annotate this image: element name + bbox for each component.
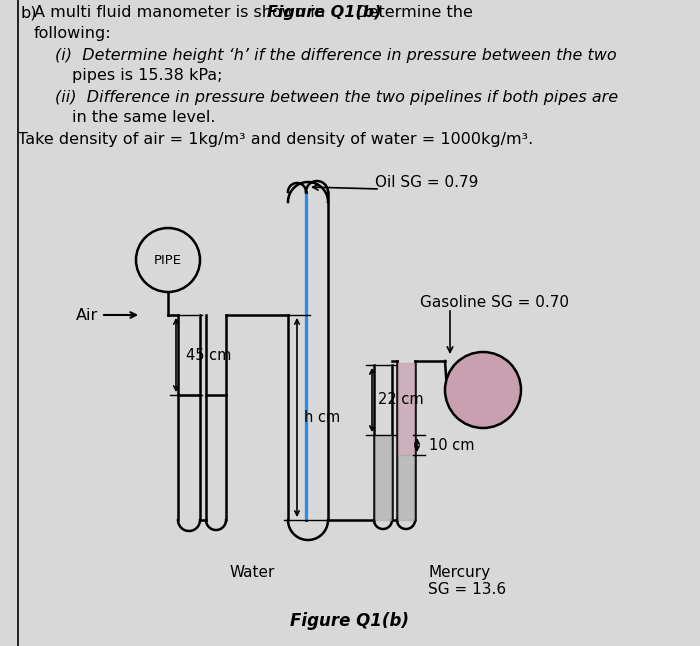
Text: following:: following: [34, 26, 111, 41]
Text: PIPE: PIPE [154, 253, 182, 267]
Text: (ii)  Difference in pressure between the two pipelines if both pipes are: (ii) Difference in pressure between the … [55, 90, 618, 105]
Text: in the same level.: in the same level. [72, 110, 216, 125]
Text: Oil SG = 0.79: Oil SG = 0.79 [375, 175, 478, 190]
Text: b): b) [20, 5, 36, 20]
Polygon shape [398, 455, 414, 520]
Text: h cm: h cm [304, 410, 340, 425]
Polygon shape [375, 435, 391, 520]
Circle shape [445, 352, 521, 428]
Polygon shape [398, 363, 414, 455]
Text: 10 cm: 10 cm [429, 437, 475, 452]
Polygon shape [305, 194, 307, 520]
Text: pipes is 15.38 kPa;: pipes is 15.38 kPa; [72, 68, 223, 83]
Text: Figure Q1(b): Figure Q1(b) [290, 612, 410, 630]
Text: A multi fluid manometer is shown in: A multi fluid manometer is shown in [34, 5, 330, 20]
Text: SG = 13.6: SG = 13.6 [428, 582, 506, 597]
Text: Take density of air = 1kg/m³ and density of water = 1000kg/m³.: Take density of air = 1kg/m³ and density… [18, 132, 533, 147]
Text: Gasoline SG = 0.70: Gasoline SG = 0.70 [420, 295, 569, 310]
Text: . Determine the: . Determine the [346, 5, 473, 20]
Text: 45 cm: 45 cm [186, 348, 232, 362]
Text: Air: Air [76, 307, 98, 322]
Text: Mercury: Mercury [428, 565, 490, 580]
Text: (i)  Determine height ‘h’ if the difference in pressure between the two: (i) Determine height ‘h’ if the differen… [55, 48, 617, 63]
Text: Water: Water [230, 565, 274, 580]
Text: Figure Q1(b): Figure Q1(b) [267, 5, 382, 20]
Text: 22 cm: 22 cm [378, 393, 423, 408]
Text: Pipe: Pipe [468, 383, 498, 397]
